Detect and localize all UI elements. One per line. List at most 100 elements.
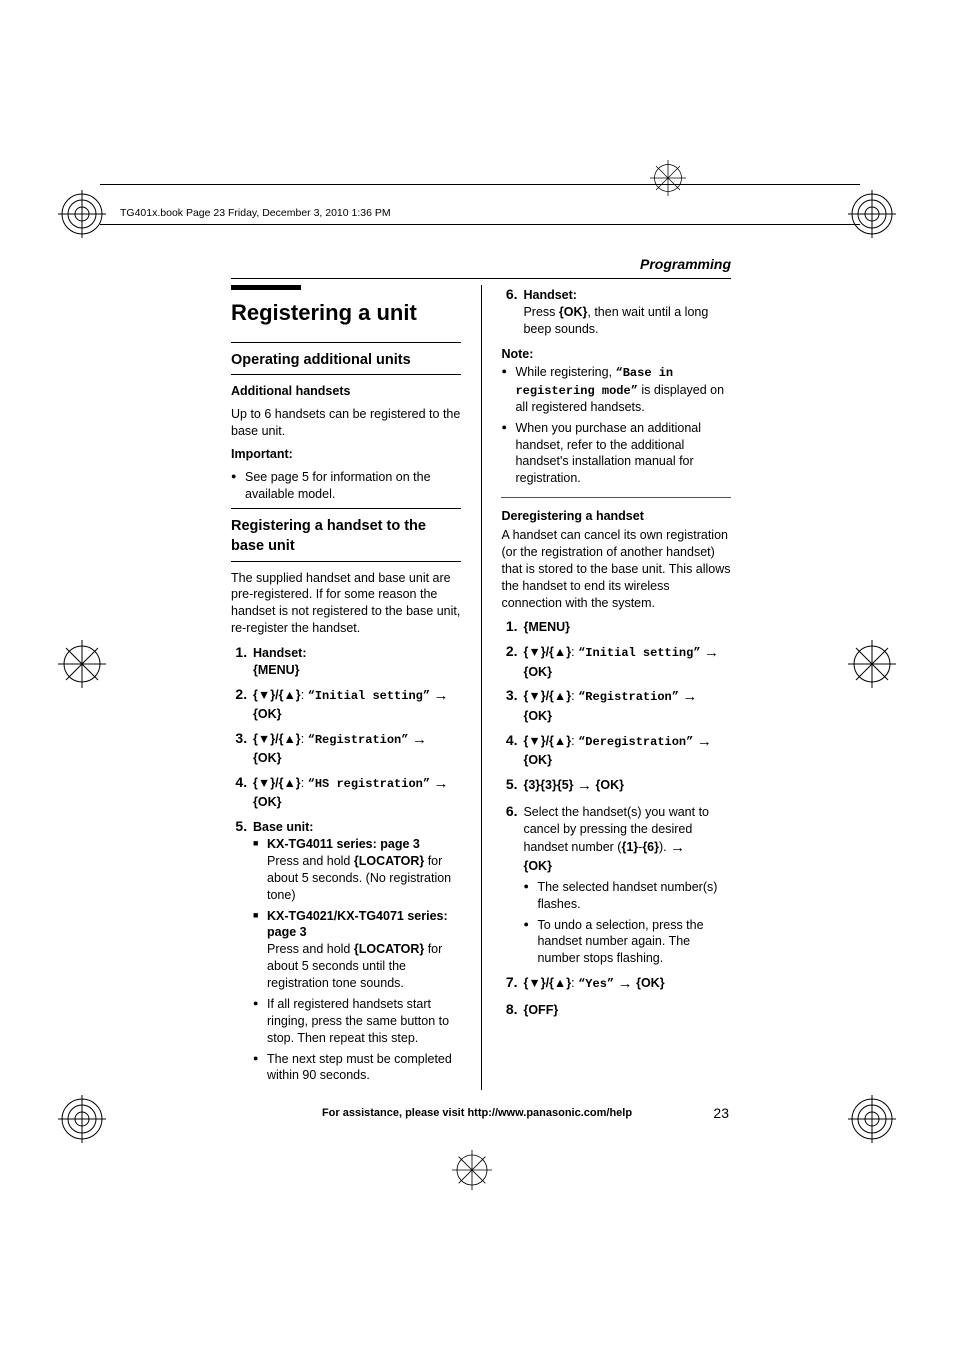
page-title: Registering a unit (231, 298, 461, 328)
menu-text: “Initial setting” (308, 689, 430, 703)
bullet: The next step must be completed within 9… (267, 1051, 461, 1085)
regmark-icon (848, 1095, 896, 1143)
step-3: {▼}/{▲}: “Registration” →{OK} (251, 729, 461, 767)
page-number: 23 (713, 1105, 729, 1121)
step-2: {▼}/{▲}: “Initial setting” →{OK} (521, 642, 731, 680)
key-updown: {▼}/{▲} (253, 732, 301, 746)
key-ok: {OK} (253, 707, 281, 721)
rule (231, 278, 731, 279)
step-2: {▼}/{▲}: “Initial setting” →{OK} (251, 685, 461, 723)
arrow-icon: → (682, 688, 697, 705)
text: Press and hold (267, 942, 354, 956)
frame-line (100, 224, 860, 225)
running-header: TG401x.book Page 23 Friday, December 3, … (120, 207, 391, 219)
key-off: {OFF} (523, 1003, 558, 1017)
heading-reg-base: Registering a handset to the base unit (231, 517, 461, 556)
key-ok: {OK} (523, 665, 551, 679)
step-1: Handset: {MENU} (251, 643, 461, 679)
key-updown: {▼}/{▲} (523, 689, 571, 703)
regmark-icon (452, 1150, 492, 1190)
label: Handset: (523, 288, 576, 302)
square-item: KX-TG4021/KX-TG4071 series: page 3 Press… (267, 908, 461, 992)
key-updown: {▼}/{▲} (253, 776, 301, 790)
label: Handset: (253, 646, 306, 660)
key-ok: {OK} (559, 305, 587, 319)
arrow-icon: → (618, 975, 633, 992)
heading-add-handsets: Additional handsets (231, 383, 461, 400)
menu-text: “Yes” (578, 977, 614, 991)
key-ok: {OK} (253, 795, 281, 809)
text: The supplied handset and base unit are p… (231, 570, 461, 638)
step-1: {MENU} (521, 617, 731, 636)
heading-important: Important: (231, 446, 461, 463)
column-divider (481, 285, 482, 1090)
key-ok: {OK} (253, 751, 281, 765)
bullet: While registering, “Base in registering … (515, 364, 731, 415)
left-column: Registering a unit Operating additional … (231, 285, 461, 1090)
menu-text: “Initial setting” (578, 646, 700, 660)
step-5: Base unit: KX-TG4011 series: page 3 Pres… (251, 817, 461, 1084)
rule (231, 561, 461, 562)
key-digits: {3}{3}{5} (523, 778, 573, 792)
step-3: {▼}/{▲}: “Registration” →{OK} (521, 686, 731, 724)
heading-dereg: Deregistering a handset (501, 508, 731, 525)
square-item: KX-TG4011 series: page 3 Press and hold … (267, 836, 461, 904)
page: TG401x.book Page 23 Friday, December 3, … (0, 0, 954, 1351)
key-ok: {OK} (636, 976, 664, 990)
step-6: Handset: Press {OK}, then wait until a l… (521, 285, 731, 338)
text: ). (659, 840, 670, 854)
arrow-icon: → (704, 644, 719, 661)
label: Base unit: (253, 820, 313, 834)
key-updown: {▼}/{▲} (523, 645, 571, 659)
key-updown: {▼}/{▲} (523, 976, 571, 990)
regmark-icon (58, 190, 106, 238)
steps-register: Handset: {MENU} {▼}/{▲}: “Initial settin… (231, 643, 461, 1084)
arrow-icon: → (412, 731, 427, 748)
title-bar (231, 285, 301, 290)
heading-operating: Operating additional units (231, 351, 461, 371)
bullet: To undo a selection, press the handset n… (537, 917, 731, 968)
arrow-icon: → (434, 687, 449, 704)
key-menu: {MENU} (253, 663, 300, 677)
key-ok: {OK} (523, 753, 551, 767)
text: Press and hold (267, 854, 354, 868)
menu-text: “Registration” (578, 690, 679, 704)
rule (231, 508, 461, 509)
rule (231, 374, 461, 375)
key-updown: {▼}/{▲} (523, 734, 571, 748)
bullet: See page 5 for information on the availa… (245, 469, 461, 503)
regmark-icon (58, 640, 106, 688)
series-label: KX-TG4021/KX-TG4071 series: page 3 (267, 909, 448, 940)
menu-text: “Deregistration” (578, 735, 693, 749)
section-header: Programming (231, 255, 731, 274)
step-7: {▼}/{▲}: “Yes” → {OK} (521, 973, 731, 994)
key-ok: {OK} (595, 778, 623, 792)
menu-text: “HS registration” (308, 777, 430, 791)
steps-register-cont: Handset: Press {OK}, then wait until a l… (501, 285, 731, 338)
content-area: Programming Registering a unit Operating… (231, 255, 731, 1090)
step-5: {3}{3}{5} → {OK} (521, 775, 731, 796)
regmark-icon (848, 640, 896, 688)
key-ok: {OK} (523, 709, 551, 723)
footer-assist: For assistance, please visit http://www.… (0, 1107, 954, 1119)
steps-dereg: {MENU} {▼}/{▲}: “Initial setting” →{OK} … (501, 617, 731, 1019)
menu-text: “Registration” (308, 733, 409, 747)
regmark-icon (650, 160, 686, 196)
key-ok: {OK} (523, 859, 551, 873)
key-1: {1} (621, 840, 638, 854)
text: Press (523, 305, 558, 319)
key-6: {6} (642, 840, 659, 854)
bullet: When you purchase an additional handset,… (515, 420, 731, 488)
series-label: KX-TG4011 series: page 3 (267, 837, 420, 851)
frame-line (100, 184, 860, 185)
arrow-icon: → (670, 839, 685, 856)
key-locator: {LOCATOR} (354, 942, 424, 956)
right-column: Handset: Press {OK}, then wait until a l… (501, 285, 731, 1090)
text: A handset can cancel its own registratio… (501, 527, 731, 611)
arrow-icon: → (697, 733, 712, 750)
step-8: {OFF} (521, 1000, 731, 1019)
key-locator: {LOCATOR} (354, 854, 424, 868)
step-6: Select the handset(s) you want to cancel… (521, 802, 731, 967)
arrow-icon: → (434, 775, 449, 792)
step-4: {▼}/{▲}: “Deregistration” →{OK} (521, 731, 731, 769)
